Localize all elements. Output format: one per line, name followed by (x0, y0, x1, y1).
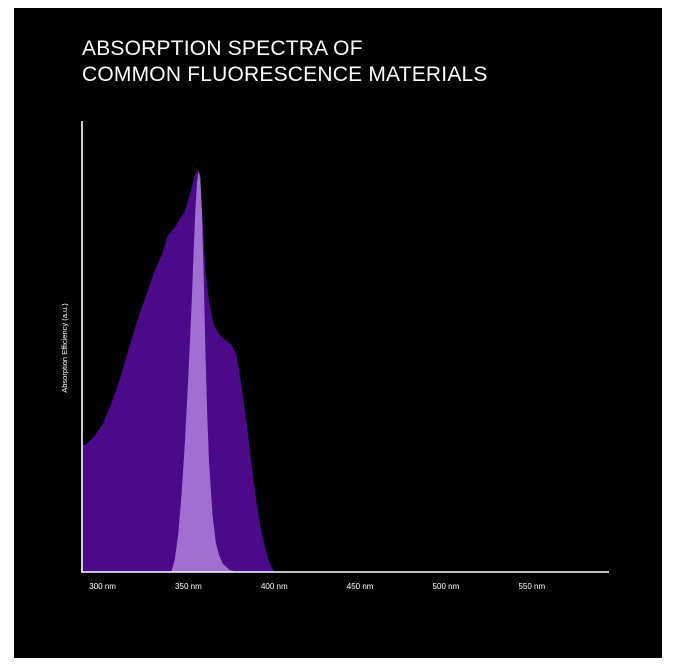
spectrum-area-1 (82, 170, 275, 572)
x-tick-label: 350 nm (175, 582, 202, 591)
x-tick-label: 300 nm (89, 582, 116, 591)
x-tick-label: 550 nm (518, 582, 545, 591)
spectrum-area-2 (171, 170, 237, 572)
absorption-chart: 300 nm 350 nm 400 nm 450 nm 500 nm 550 nm Abs… (60, 121, 609, 591)
chart-panel: ABSORPTION SPECTRA OF COMMON FLUORESCENC… (14, 8, 662, 658)
x-tick-label: 450 nm (347, 582, 374, 591)
y-axis-title: Absorption Efficiency (a.u.) (60, 303, 69, 393)
chart-title-line-2: COMMON FLUORESCENCE MATERIALS (82, 63, 488, 86)
chart-title-line-1: ABSORPTION SPECTRA OF (82, 37, 363, 60)
x-tick-label: 400 nm (261, 582, 288, 591)
chart-title: ABSORPTION SPECTRA OF COMMON FLUORESCENC… (82, 36, 642, 88)
x-tick-labels: 300 nm 350 nm 400 nm 450 nm 500 nm 550 nm (89, 582, 545, 591)
series-layer (82, 170, 275, 572)
x-tick-label: 500 nm (433, 582, 460, 591)
